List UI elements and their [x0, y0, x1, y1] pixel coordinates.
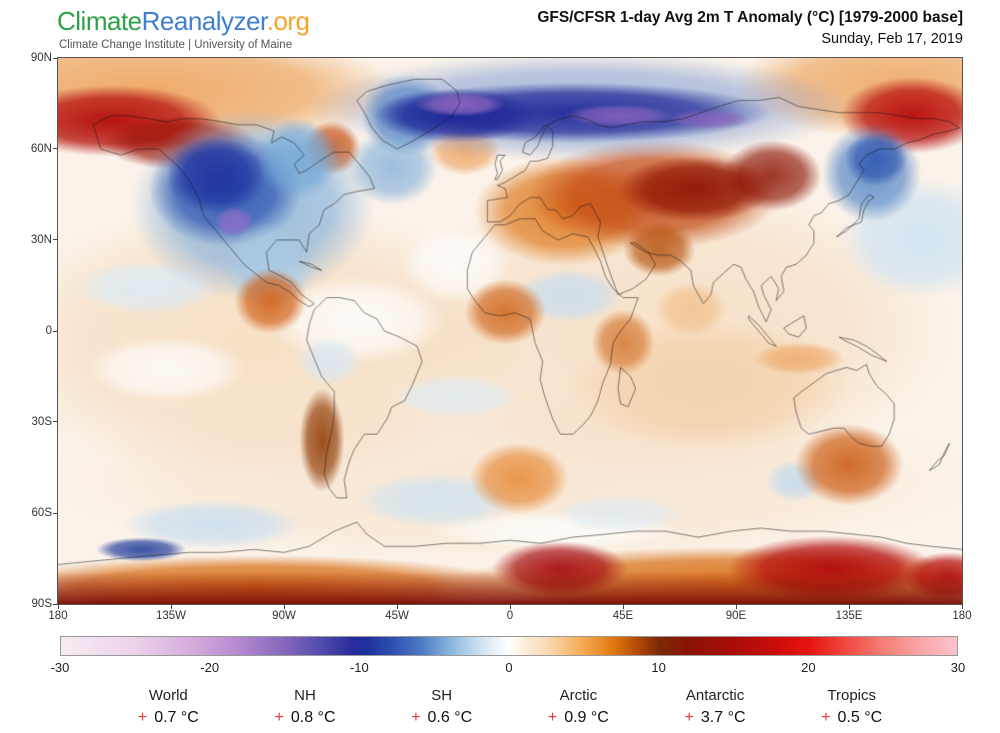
stat-value-text: 0.9 °C [564, 709, 609, 726]
stat-value-text: 0.6 °C [427, 709, 473, 726]
lat-tick-label: 0 [45, 325, 52, 337]
lon-tick-label: 45W [385, 610, 409, 622]
lon-tick-mark [622, 604, 624, 609]
regional-stats: World +0.7 °C NH +0.8 °C SH +0.6 °C Arctic +0.9… [100, 687, 920, 727]
stat-world: World +0.7 °C [100, 687, 237, 727]
stat-value-text: 0.5 °C [837, 709, 883, 726]
lat-tick-label: 30N [30, 234, 52, 246]
colorbar-tick-label: 0 [505, 660, 513, 675]
colorbar-tick-label: -10 [349, 660, 369, 675]
lat-tick-label: 60S [31, 507, 52, 519]
lat-tick-label: 30S [31, 416, 52, 428]
site-logo-text: ClimateReanalyzer.org [57, 6, 310, 36]
plus-sign-icon: + [821, 709, 831, 726]
stat-value-text: 0.7 °C [154, 709, 199, 726]
stat-sh: SH +0.6 °C [373, 687, 510, 727]
stat-anomaly-value: +0.9 °C [510, 709, 647, 727]
lon-tick-mark [396, 604, 398, 609]
stat-region-label: Antarctic [685, 687, 745, 704]
lon-tick-label: 180 [48, 610, 68, 622]
logo-org: .org [266, 6, 310, 36]
plus-sign-icon: + [137, 709, 148, 726]
lat-tick-label: 90N [30, 52, 52, 64]
plus-sign-icon: + [274, 709, 284, 726]
stat-tropics: Tropics +0.5 °C [783, 687, 920, 727]
logo-subtitle: Climate Change Institute | University of… [59, 39, 293, 51]
lon-tick-mark [170, 604, 172, 609]
map-date: Sunday, Feb 17, 2019 [821, 31, 963, 47]
stat-region-label: Tropics [827, 687, 876, 704]
colorbar-labels: -30 -20 -10 0 10 20 30 [51, 660, 966, 678]
stat-region-label: NH [294, 687, 316, 704]
lon-tick-label: 45E [612, 610, 634, 622]
lon-tick-mark [848, 604, 850, 609]
colorbar-tick-label: -30 [50, 660, 70, 675]
stat-antarctic: Antarctic +3.7 °C [647, 687, 784, 727]
plus-sign-icon: + [547, 709, 558, 726]
stat-anomaly-value: +3.7 °C [647, 709, 784, 727]
stat-anomaly-value: +0.6 °C [373, 709, 510, 727]
stat-anomaly-value: +0.7 °C [100, 709, 237, 727]
stat-region-label: Arctic [559, 687, 598, 704]
plus-sign-icon: + [411, 709, 421, 726]
lon-tick-mark [735, 604, 737, 609]
lon-tick-label: 180 [952, 610, 972, 622]
stat-anomaly-value: +0.8 °C [237, 709, 374, 727]
colorbar-tick-label: -20 [200, 660, 220, 675]
colorbar-gradient [60, 636, 958, 656]
world-anomaly-map: 90N 60N 30N 0 30S 60S 90S 180 135W 90W 45W 0 45E 90E… [31, 52, 972, 622]
lon-tick-label: 90E [725, 610, 747, 622]
title-block: GFS/CFSR 1-day Avg 2m T Anomaly (°C) [19… [537, 9, 963, 47]
anomaly-map-canvas [58, 58, 962, 604]
lon-tick-label: 135W [155, 610, 187, 622]
site-logo[interactable]: ClimateReanalyzer.org Climate Change Ins… [57, 6, 310, 51]
stat-value-text: 0.8 °C [290, 709, 336, 726]
lon-tick-label: 90W [272, 610, 296, 622]
logo-climate: Climate [57, 6, 142, 36]
colorbar: -30 -20 -10 0 10 20 30 [51, 636, 966, 678]
stat-arctic: Arctic +0.9 °C [510, 687, 647, 727]
stat-region-label: SH [431, 687, 453, 704]
stat-region-label: World [148, 687, 188, 704]
lat-tick-label: 90S [31, 598, 52, 610]
colorbar-tick-label: 10 [651, 660, 666, 675]
colorbar-tick-label: 20 [801, 660, 816, 675]
logo-reanalyzer: Reanalyzer [141, 6, 268, 36]
lat-tick-label: 60N [30, 143, 52, 155]
lon-tick-mark [57, 604, 59, 609]
map-title: GFS/CFSR 1-day Avg 2m T Anomaly (°C) [19… [537, 9, 963, 26]
lon-tick-label: 0 [506, 610, 514, 622]
stat-value-text: 3.7 °C [700, 709, 746, 726]
lon-tick-label: 135E [835, 610, 863, 622]
stat-nh: NH +0.8 °C [237, 687, 374, 727]
lon-tick-mark [509, 604, 511, 609]
lon-tick-mark [283, 604, 285, 609]
plus-sign-icon: + [684, 709, 694, 726]
lon-tick-mark [961, 604, 963, 609]
colorbar-tick-label: 30 [950, 660, 966, 675]
stat-anomaly-value: +0.5 °C [783, 709, 920, 727]
